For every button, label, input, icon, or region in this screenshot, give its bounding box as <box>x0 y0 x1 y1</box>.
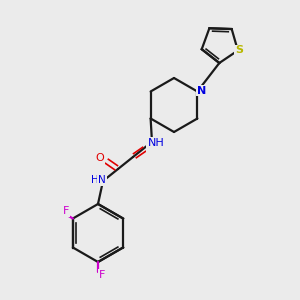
Text: N: N <box>197 85 206 95</box>
Text: F: F <box>99 270 105 280</box>
Text: O: O <box>147 141 155 151</box>
Text: S: S <box>235 46 243 56</box>
Text: F: F <box>63 206 69 217</box>
Text: N: N <box>98 175 106 185</box>
Text: NH: NH <box>148 138 164 148</box>
Text: H: H <box>91 175 99 185</box>
Text: O: O <box>96 153 104 163</box>
